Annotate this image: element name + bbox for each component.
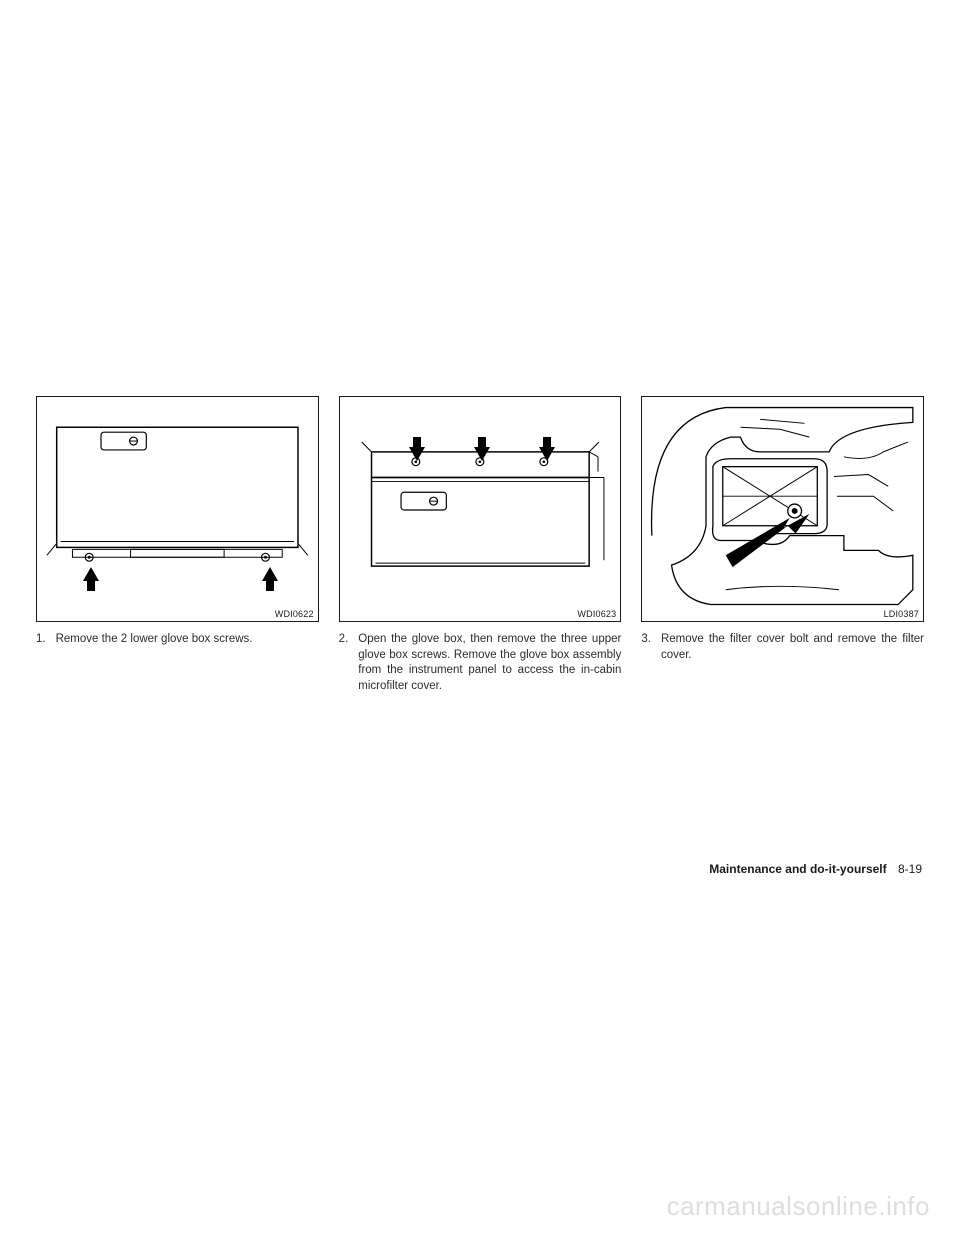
figure-code: WDI0622 [275,609,314,619]
figure-2: WDI0623 [339,396,622,622]
arrow-down-icon [409,447,425,461]
step-number: 2. [339,632,349,694]
arrow-up-icon [262,567,278,581]
arrow-down-icon [539,447,555,461]
glovebox-closed-diagram [37,397,318,621]
filter-cover-diagram [642,397,923,621]
step-number: 3. [641,632,651,663]
watermark: carmanualsonline.info [667,1191,930,1222]
footer-page-number: 8-19 [898,862,922,876]
footer-section-title: Maintenance and do-it-yourself [709,862,886,876]
figure-code: WDI0623 [577,609,616,619]
step-1: 1. Remove the 2 lower glove box screws. [36,632,319,648]
figure-3: LDI0387 [641,396,924,622]
column-1: WDI0622 1. Remove the 2 lower glove box … [36,396,319,694]
glovebox-open-diagram [340,397,621,621]
figure-row: WDI0622 1. Remove the 2 lower glove box … [36,396,924,694]
figure-code: LDI0387 [884,609,919,619]
figure-1: WDI0622 [36,396,319,622]
step-text: Remove the 2 lower glove box screws. [56,632,253,648]
manual-page: WDI0622 1. Remove the 2 lower glove box … [0,0,960,1242]
page-footer: Maintenance and do-it-yourself 8-19 [709,862,922,876]
step-number: 1. [36,632,46,648]
step-3: 3. Remove the filter cover bolt and remo… [641,632,924,663]
step-text: Open the glove box, then remove the thre… [358,632,621,694]
column-2: WDI0623 2. Open the glove box, then remo… [339,396,622,694]
arrow-down-icon [474,447,490,461]
arrow-up-icon [83,567,99,581]
step-text: Remove the filter cover bolt and remove … [661,632,924,663]
step-2: 2. Open the glove box, then remove the t… [339,632,622,694]
column-3: LDI0387 3. Remove the filter cover bolt … [641,396,924,694]
